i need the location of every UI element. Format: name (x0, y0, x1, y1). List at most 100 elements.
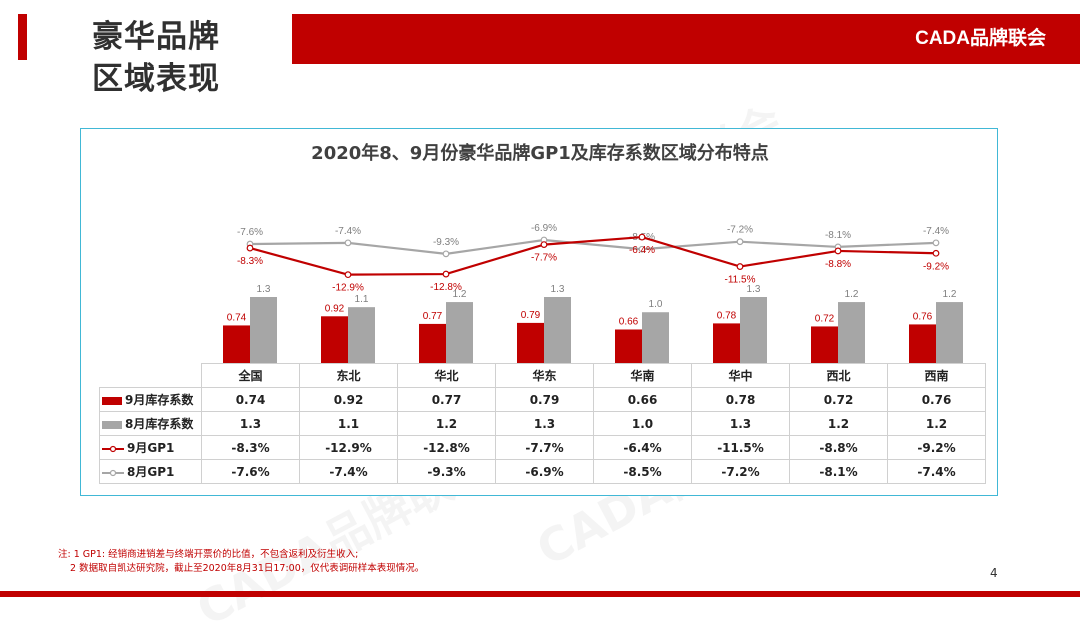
bar (909, 324, 936, 363)
bar-data-label: 0.79 (521, 310, 541, 321)
category-header: 全国 (201, 363, 300, 388)
legend-bar-key (102, 396, 122, 405)
bar (250, 297, 277, 363)
category-header: 东北 (299, 363, 398, 388)
series-label: 9月库存系数 (125, 393, 194, 407)
footnote: 注: 1 GP1: 经销商进销差与终端开票价的比值，不包含返利及衍生收入; 2 … (58, 548, 424, 576)
bar-data-label: 1.2 (845, 289, 859, 300)
legend-line-key (102, 469, 124, 476)
legend-line-key (102, 445, 124, 452)
bar-data-label: 1.3 (747, 284, 761, 295)
legend-aug-gp1: 8月GP1 (99, 459, 202, 484)
line-data-label: -11.5% (725, 275, 756, 286)
brand-label: CADA品牌联会 (915, 28, 1046, 49)
bar (811, 326, 838, 363)
bar-data-label: 1.0 (649, 299, 663, 310)
table-cell: 1.2 (887, 411, 986, 436)
line-point (442, 270, 450, 278)
line-data-label: -12.8% (430, 282, 462, 293)
chart-title: 2020年8、9月份豪华品牌GP1及库存系数区域分布特点 (311, 143, 769, 164)
category-header: 华北 (397, 363, 496, 388)
table-cell: -7.2% (691, 459, 790, 484)
category-header: 华中 (691, 363, 790, 388)
data-table: 全国 东北 华北 华东 华南 华中 西北 西南 9月库存系数 0.74 0.92… (99, 363, 986, 484)
table-cell: 1.2 (789, 411, 888, 436)
page-title: 豪华品牌 区域表现 (92, 16, 220, 100)
line-data-label: -8.3% (237, 256, 263, 267)
series-line (249, 235, 937, 276)
bar-data-label: 0.66 (619, 316, 639, 327)
line-data-label: -6.9% (531, 223, 557, 234)
line-point (736, 238, 744, 246)
series-label: 8月库存系数 (125, 417, 194, 431)
bar-data-label: 1.1 (355, 294, 369, 305)
table-row: 9月库存系数 0.74 0.92 0.77 0.79 0.66 0.78 0.7… (99, 387, 986, 412)
bottom-bar (0, 591, 1080, 597)
table-cell: -8.1% (789, 459, 888, 484)
line-data-label: -7.4% (923, 226, 949, 237)
bar-data-label: 0.72 (815, 313, 835, 324)
table-cell: 0.66 (593, 387, 692, 412)
bar (544, 297, 571, 363)
table-cell: -6.4% (593, 435, 692, 460)
line-data-label: -9.2% (923, 261, 949, 272)
bar-data-label: 0.76 (913, 311, 933, 322)
table-cell: 1.3 (691, 411, 790, 436)
bar-data-label: 0.92 (325, 303, 345, 314)
bar (936, 302, 963, 363)
bar (642, 312, 669, 363)
series-line (249, 238, 937, 255)
table-cell: 1.3 (201, 411, 300, 436)
table-row: 9月GP1 -8.3% -12.9% -12.8% -7.7% -6.4% -1… (99, 435, 986, 460)
series-label: 8月GP1 (127, 465, 175, 479)
table-row: 8月库存系数 1.3 1.1 1.2 1.3 1.0 1.3 1.2 1.2 (99, 411, 986, 436)
bar-data-label: 1.2 (943, 289, 957, 300)
line-data-label: -12.9% (332, 283, 364, 294)
line-data-label: -7.6% (237, 227, 263, 238)
line-point (932, 239, 940, 247)
table-cell: 1.0 (593, 411, 692, 436)
line-data-label: -8.1% (825, 230, 851, 241)
line-point (834, 247, 842, 255)
bar (321, 316, 348, 363)
legend-sep-inventory: 9月库存系数 (99, 387, 202, 412)
table-row: 8月GP1 -7.6% -7.4% -9.3% -6.9% -8.5% -7.2… (99, 459, 986, 484)
table-cell: 0.74 (201, 387, 300, 412)
series-label: 9月GP1 (127, 441, 175, 455)
category-header: 西北 (789, 363, 888, 388)
bar (615, 329, 642, 363)
bar-data-label: 0.74 (227, 312, 247, 323)
table-cell: -9.3% (397, 459, 496, 484)
table-cell: 1.3 (495, 411, 594, 436)
line-point (344, 239, 352, 247)
top-banner (292, 14, 1080, 64)
table-cell: -9.2% (887, 435, 986, 460)
line-point (638, 245, 646, 253)
table-cell: -7.4% (887, 459, 986, 484)
bar (446, 302, 473, 363)
category-header: 华南 (593, 363, 692, 388)
line-data-label: -9.3% (433, 237, 459, 248)
category-header: 华东 (495, 363, 594, 388)
table-cell: -7.6% (201, 459, 300, 484)
bar-data-label: 0.77 (423, 311, 443, 322)
table-cell: -6.9% (495, 459, 594, 484)
bar (713, 323, 740, 363)
title-accent-bar (18, 14, 27, 60)
bar (740, 297, 767, 363)
line-point (442, 250, 450, 258)
table-cell: 1.1 (299, 411, 398, 436)
line-data-label: -7.2% (727, 225, 753, 236)
legend-sep-gp1: 9月GP1 (99, 435, 202, 460)
table-cell: -12.9% (299, 435, 398, 460)
chart-frame: 2020年8、9月份豪华品牌GP1及库存系数区域分布特点 0.74 0.92 0.7… (80, 128, 998, 496)
footnote-line2: 2 数据取自凯达研究院，截止至2020年8月31日17:00，仅代表调研样本表现… (70, 563, 425, 574)
line-point (540, 241, 548, 248)
bar-data-label: 1.3 (257, 284, 271, 295)
table-cell: -8.8% (789, 435, 888, 460)
line-data-label: -7.4% (335, 226, 361, 237)
table-cell: -7.4% (299, 459, 398, 484)
bar-data-label: 1.3 (551, 284, 565, 295)
line-data-label: -6.4% (629, 245, 655, 256)
table-cell: -11.5% (691, 435, 790, 460)
